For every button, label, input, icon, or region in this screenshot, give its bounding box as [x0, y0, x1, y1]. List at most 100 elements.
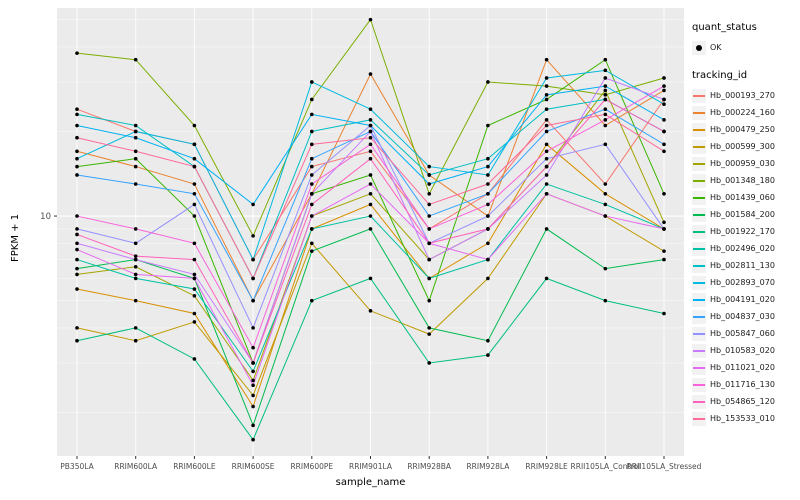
legend-item: Hb_011716_130 — [692, 376, 800, 393]
data-point — [310, 298, 314, 303]
data-point — [75, 149, 79, 154]
data-point — [368, 227, 373, 231]
data-point — [192, 202, 197, 207]
data-point — [544, 227, 549, 231]
data-point — [310, 202, 314, 207]
x-tick-label: RRIM928LE — [525, 462, 568, 471]
data-point — [427, 227, 432, 231]
legend-label: Hb_004191_020 — [710, 295, 775, 304]
data-point — [133, 241, 138, 246]
x-tick-label: PB350LA — [60, 462, 94, 471]
data-point — [662, 311, 666, 316]
data-point — [427, 173, 432, 177]
legend-item: Hb_153533_010 — [692, 410, 800, 427]
data-point — [75, 247, 79, 252]
legend-item: Hb_054865_120 — [692, 393, 800, 410]
data-point — [368, 149, 373, 154]
data-point — [192, 272, 197, 277]
data-point — [368, 156, 373, 161]
data-point — [133, 298, 138, 303]
data-point — [310, 182, 314, 186]
data-point — [603, 266, 608, 271]
data-point — [368, 135, 373, 140]
legend-section-tracking-id: tracking_id Hb_000193_270 Hb_000224_160 Hb… — [692, 70, 800, 427]
x-tick-label: RRII105LA_Control — [571, 462, 641, 471]
x-tick-label: RRIM928LA — [466, 462, 510, 471]
data-point — [75, 173, 79, 177]
legend-color-line — [693, 400, 705, 403]
data-point — [75, 107, 79, 112]
data-point — [662, 102, 666, 107]
data-point — [251, 437, 255, 442]
data-point — [427, 332, 432, 336]
data-point — [368, 107, 373, 112]
data-point — [133, 149, 138, 154]
legend-key — [692, 360, 706, 375]
legend-color-line — [693, 111, 705, 114]
data-point — [603, 68, 608, 73]
legend-title-tracking-id: tracking_id — [692, 70, 748, 81]
data-point — [544, 57, 549, 62]
legend-key — [692, 411, 706, 426]
data-point — [603, 214, 608, 218]
legend-label: Hb_001922_170 — [710, 227, 775, 236]
data-point — [133, 272, 138, 277]
data-point — [310, 214, 314, 218]
legend-item: Hb_011021_020 — [692, 359, 800, 376]
legend-item: Hb_001348_180 — [692, 172, 800, 189]
data-point — [75, 287, 79, 291]
data-point — [662, 129, 666, 134]
data-point — [310, 142, 314, 147]
legend-item: Hb_002496_020 — [692, 240, 800, 257]
data-point — [368, 173, 373, 177]
data-point — [368, 142, 373, 147]
legend-label: Hb_002811_130 — [710, 261, 775, 270]
data-point — [251, 345, 255, 350]
data-point — [133, 123, 138, 128]
data-point — [603, 93, 608, 97]
data-point — [368, 202, 373, 207]
data-point — [603, 84, 608, 88]
data-point — [75, 266, 79, 271]
legend-label: Hb_005847_060 — [710, 329, 775, 338]
data-point — [427, 214, 432, 218]
legend-item-ok: OK — [692, 39, 800, 56]
data-point — [486, 182, 490, 186]
legend-item: Hb_000193_270 — [692, 87, 800, 104]
data-point — [310, 97, 314, 102]
data-point — [662, 149, 666, 154]
data-point — [310, 156, 314, 161]
data-point — [192, 311, 197, 316]
legend-key — [692, 139, 706, 154]
legend-key — [692, 394, 706, 409]
data-point — [133, 135, 138, 140]
data-point — [662, 220, 666, 225]
data-point — [662, 192, 666, 196]
x-tick-label: RRIM928BA — [407, 462, 452, 471]
data-point — [427, 164, 432, 169]
legend-key — [692, 122, 706, 137]
data-point — [192, 214, 197, 218]
y-axis-title: FPKM + 1 — [10, 213, 21, 262]
data-point — [486, 257, 490, 262]
legend-item: Hb_005847_060 — [692, 325, 800, 342]
data-point — [603, 57, 608, 62]
data-point — [192, 320, 197, 324]
data-point — [368, 72, 373, 76]
legend-color-line — [693, 179, 705, 182]
legend-title-quant-status: quant_status — [692, 22, 757, 33]
data-point — [368, 123, 373, 128]
data-point — [368, 118, 373, 122]
data-point — [486, 156, 490, 161]
data-point — [544, 129, 549, 134]
data-point — [427, 192, 432, 196]
data-point — [544, 156, 549, 161]
data-point — [544, 192, 549, 196]
data-point — [192, 182, 197, 186]
data-point — [251, 202, 255, 207]
data-point — [544, 123, 549, 128]
data-point — [662, 142, 666, 147]
x-tick-label: RRIM600SE — [232, 462, 275, 471]
legend-label: Hb_000959_030 — [710, 159, 775, 168]
legend-color-line — [693, 94, 705, 97]
